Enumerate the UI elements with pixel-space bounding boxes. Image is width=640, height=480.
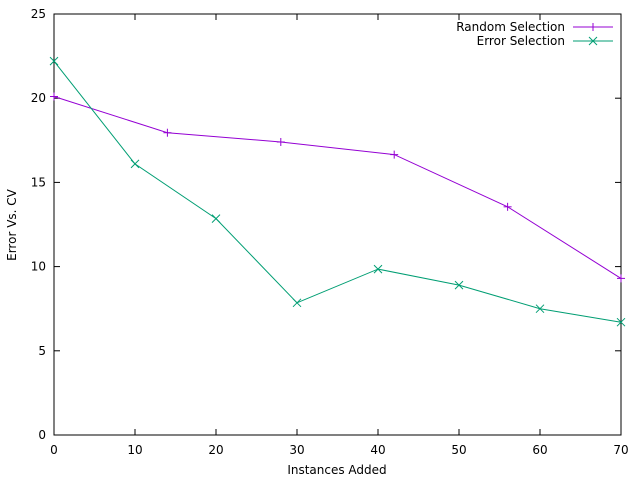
y-tick-label: 20 <box>31 91 46 105</box>
legend-item: Random Selection <box>456 20 613 34</box>
x-tick-label: 20 <box>208 443 223 457</box>
x-tick-label: 10 <box>127 443 142 457</box>
legend-label: Error Selection <box>477 34 565 48</box>
x-tick-label: 30 <box>289 443 304 457</box>
data-point <box>211 214 221 223</box>
data-point <box>49 56 59 66</box>
y-tick-label: 10 <box>31 260 46 274</box>
plot-frame <box>53 13 622 436</box>
data-point <box>390 150 399 159</box>
y-axis-label: Error Vs. CV <box>5 188 19 261</box>
y-tick-label: 15 <box>31 175 46 189</box>
data-point <box>276 137 285 146</box>
y-tick-label: 25 <box>31 7 46 21</box>
x-tick-label: 70 <box>613 443 628 457</box>
series-layer <box>49 56 626 327</box>
data-point <box>373 264 383 274</box>
legend-item: Error Selection <box>477 34 613 48</box>
x-axis-label: Instances Added <box>287 463 386 477</box>
legend-marker <box>589 23 597 31</box>
series-error-selection <box>49 56 626 327</box>
y-tick-label: 0 <box>38 428 46 442</box>
series-line <box>53 60 622 323</box>
axis-ticks: 0 10 20 30 40 50 60 70 0 5 10 15 20 25 <box>31 7 629 457</box>
x-tick-label: 60 <box>532 443 547 457</box>
data-point <box>616 317 626 327</box>
series-line <box>53 96 622 279</box>
data-point <box>454 280 464 290</box>
x-tick-label: 40 <box>370 443 385 457</box>
y-tick-label: 5 <box>38 344 46 358</box>
data-point <box>535 304 545 314</box>
data-point <box>163 128 172 137</box>
series-random-selection <box>50 92 625 283</box>
x-tick-label: 0 <box>50 443 58 457</box>
legend-label: Random Selection <box>456 20 565 34</box>
legend-marker <box>588 36 598 46</box>
data-point <box>503 202 512 211</box>
data-point <box>50 92 58 101</box>
data-point <box>292 298 302 308</box>
data-point <box>617 274 625 283</box>
data-point <box>130 159 140 169</box>
x-tick-label: 50 <box>451 443 466 457</box>
